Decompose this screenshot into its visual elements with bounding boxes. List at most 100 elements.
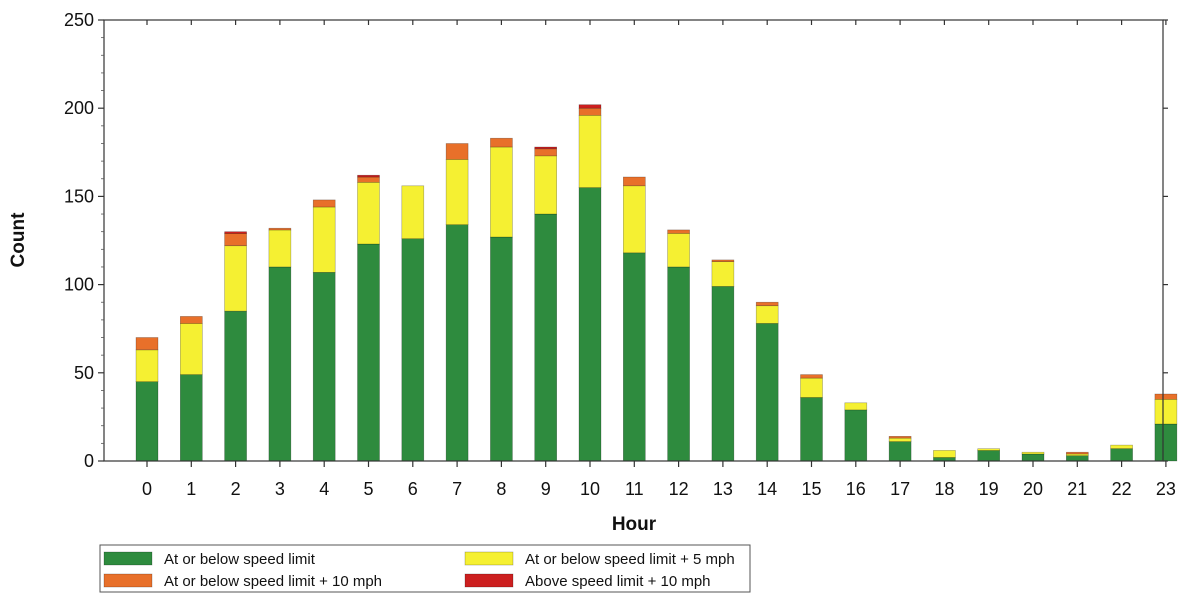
bar-segment-9-s2	[534, 148, 558, 157]
bar-segment-1-s1	[180, 323, 203, 375]
bar-segment-22-s0	[1110, 448, 1133, 462]
x-axis-title: Hour	[612, 514, 657, 535]
bar-segment-20-s0	[1021, 453, 1045, 462]
y-tick-label-250: 250	[64, 10, 94, 30]
bar-segment-0-s0	[135, 381, 159, 462]
x-tick-label-3: 3	[275, 479, 285, 499]
bar-segment-9-s1	[534, 155, 558, 215]
x-tick-label-12: 12	[669, 479, 689, 499]
bar-segment-10-s1	[578, 115, 602, 188]
bar-segment-4-s1	[312, 206, 336, 273]
bar-segment-4-s0	[312, 271, 336, 462]
bar-segment-15-s0	[800, 397, 823, 462]
legend-label-0: At or below speed limit	[164, 551, 316, 568]
legend-swatch-1	[464, 551, 514, 566]
bar-segment-17-s2	[888, 435, 912, 439]
bar-segment-2-s3	[224, 231, 247, 234]
bar-segment-23-s0	[1154, 423, 1178, 462]
bar-segment-11-s1	[622, 185, 646, 254]
bar-segment-3-s0	[268, 266, 292, 462]
bar-segment-5-s3	[357, 174, 380, 178]
legend: At or below speed limit At or below speed…	[99, 544, 751, 593]
legend-label-2: At or below speed limit + 10 mph	[164, 573, 382, 590]
legend-swatch-3	[464, 573, 514, 588]
bar-segment-16-s0	[844, 409, 868, 462]
bar-segment-1-s0	[180, 374, 203, 462]
bar-segment-2-s2	[224, 233, 247, 246]
bar-segment-5-s0	[357, 243, 380, 462]
bar-segment-18-s1	[933, 450, 956, 458]
y-tick-label-150: 150	[64, 186, 94, 206]
bar-segment-23-s1	[1154, 398, 1178, 425]
x-tick-label-16: 16	[846, 479, 866, 499]
bar-segment-22-s1	[1110, 444, 1133, 449]
x-tick-label-22: 22	[1112, 479, 1132, 499]
bar-segment-7-s1	[445, 159, 469, 225]
bar-segment-1-s2	[180, 316, 203, 324]
legend-label-1: At or below speed limit + 5 mph	[525, 551, 735, 568]
bar-segment-12-s2	[667, 229, 690, 234]
legend-label-3: Above speed limit + 10 mph	[525, 573, 711, 590]
bar-segment-5-s2	[357, 176, 380, 183]
x-tick-label-10: 10	[580, 479, 600, 499]
bars-layer	[135, 104, 1178, 462]
bar-segment-3-s2	[268, 227, 292, 231]
bar-segment-12-s0	[667, 266, 690, 462]
x-tick-label-11: 11	[625, 479, 644, 499]
bar-segment-8-s2	[490, 137, 513, 148]
bar-segment-5-s1	[357, 182, 380, 245]
bar-segment-11-s0	[622, 252, 646, 462]
bar-segment-20-s1	[1021, 451, 1045, 455]
y-tick-label-0: 0	[84, 451, 94, 471]
bar-segment-10-s3	[578, 104, 602, 109]
bar-segment-6-s1	[401, 185, 425, 240]
bar-segment-13-s1	[711, 261, 735, 287]
bar-segment-14-s0	[755, 323, 779, 462]
plot-frame	[103, 19, 1164, 462]
y-tick-label-200: 200	[64, 98, 94, 118]
x-tick-label-17: 17	[890, 479, 910, 499]
bar-segment-19-s1	[977, 448, 1001, 451]
bar-segment-13-s2	[711, 259, 735, 262]
bar-segment-2-s1	[224, 245, 247, 312]
x-tick-label-4: 4	[319, 479, 329, 499]
bar-segment-15-s1	[800, 377, 823, 398]
bar-segment-15-s2	[800, 374, 823, 379]
bar-segment-17-s1	[888, 437, 912, 442]
x-tick-label-21: 21	[1067, 479, 1087, 499]
x-tick-label-7: 7	[452, 479, 462, 499]
bar-segment-7-s0	[445, 224, 469, 462]
bar-segment-8-s0	[490, 236, 513, 462]
legend-box	[99, 544, 751, 593]
x-tick-label-18: 18	[934, 479, 954, 499]
legend-swatch-0	[103, 551, 153, 566]
bar-segment-21-s2	[1066, 451, 1089, 455]
y-axis-title: Count	[8, 212, 29, 268]
bar-segment-14-s2	[755, 301, 779, 307]
bar-segment-3-s1	[268, 229, 292, 268]
x-tick-label-23: 23	[1156, 479, 1176, 499]
x-tick-label-19: 19	[979, 479, 999, 499]
legend-swatch-2	[103, 573, 153, 588]
bar-segment-10-s2	[578, 107, 602, 116]
bar-segment-0-s1	[135, 349, 159, 382]
x-tick-label-9: 9	[541, 479, 551, 499]
bar-segment-16-s1	[844, 402, 868, 411]
x-tick-label-15: 15	[801, 479, 821, 499]
bar-segment-14-s1	[755, 305, 779, 324]
x-tick-label-1: 1	[186, 479, 196, 499]
bar-segment-23-s2	[1154, 393, 1178, 400]
x-tick-label-13: 13	[713, 479, 733, 499]
bar-segment-11-s2	[622, 176, 646, 187]
x-tick-label-20: 20	[1023, 479, 1043, 499]
bar-segment-10-s0	[578, 187, 602, 462]
y-tick-label-100: 100	[64, 275, 94, 295]
bar-segment-0-s2	[135, 337, 159, 351]
bar-segment-6-s0	[401, 238, 425, 462]
bar-segment-21-s0	[1066, 455, 1089, 462]
x-tick-label-2: 2	[231, 479, 241, 499]
x-tick-label-0: 0	[142, 479, 152, 499]
bar-segment-13-s0	[711, 286, 735, 462]
